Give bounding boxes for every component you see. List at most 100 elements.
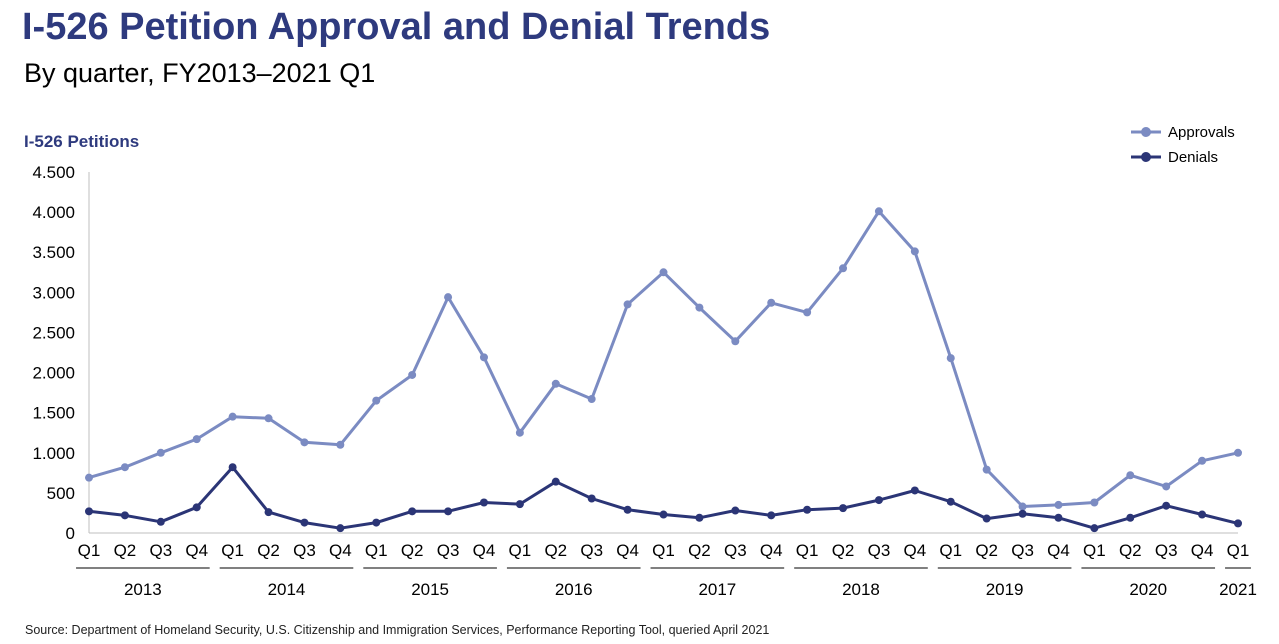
denials-point: [731, 506, 740, 515]
x-tick-label: Q4: [616, 541, 639, 560]
approvals-point: [1018, 502, 1027, 511]
x-tick-label: Q2: [688, 541, 711, 560]
denials-point: [1018, 509, 1027, 518]
year-label: 2017: [698, 580, 736, 599]
denials-point: [839, 504, 848, 513]
y-tick-label: 2.000: [32, 364, 75, 383]
chart-title: I-526 Petition Approval and Denial Trend…: [22, 6, 771, 48]
denials-point: [623, 505, 632, 514]
denials-point: [264, 508, 273, 517]
approvals-point: [156, 448, 165, 457]
denials-point: [228, 463, 237, 472]
year-label: 2019: [986, 580, 1024, 599]
approvals-point: [623, 300, 632, 309]
denials-point: [910, 486, 919, 495]
y-axis-unit-label: I-526 Petitions: [24, 132, 140, 151]
approvals-line: [88, 209, 1239, 508]
approvals-point: [264, 414, 273, 423]
denials-point: [1054, 513, 1063, 522]
approvals-point: [910, 247, 919, 256]
x-tick-label: Q4: [1191, 541, 1214, 560]
approvals-point: [372, 396, 381, 405]
approvals-point: [120, 463, 129, 472]
y-tick-label: 500: [47, 484, 75, 503]
approvals-point: [85, 473, 93, 482]
x-tick-label: Q1: [1083, 541, 1106, 560]
legend-denials-label: Denials: [1168, 149, 1218, 166]
approvals-point: [946, 354, 955, 363]
x-tick-label: Q1: [509, 541, 532, 560]
y-tick-label: 3.500: [32, 243, 75, 262]
x-tick-label: Q1: [652, 541, 675, 560]
approvals-point: [1198, 456, 1207, 465]
approvals-point: [839, 264, 848, 273]
year-label: 2020: [1129, 580, 1167, 599]
x-tick-label: Q4: [329, 541, 352, 560]
x-tick-label: Q1: [365, 541, 388, 560]
x-tick-label: Q4: [185, 541, 208, 560]
denials-point: [587, 494, 596, 503]
approvals-point: [767, 298, 776, 307]
denials-point: [300, 518, 309, 527]
legend-approvals-label: Approvals: [1168, 124, 1235, 141]
approvals-point: [551, 379, 560, 388]
approvals-point: [479, 353, 488, 362]
x-tick-label: Q3: [1011, 541, 1034, 560]
denials-point: [1198, 510, 1207, 519]
denials-point: [336, 524, 345, 533]
approvals-point: [1234, 448, 1242, 457]
approvals-point: [587, 395, 596, 404]
approvals-point: [408, 370, 417, 379]
denials-point: [659, 510, 668, 519]
x-tick-label: Q2: [975, 541, 998, 560]
approvals-point: [300, 438, 309, 447]
x-tick-label: Q4: [760, 541, 783, 560]
denials-point: [120, 511, 129, 520]
denials-point: [444, 507, 453, 516]
x-tick-label: Q2: [1119, 541, 1142, 560]
denials-point: [156, 517, 165, 526]
x-tick-label: Q1: [1227, 541, 1250, 560]
y-tick-label: 4.000: [32, 203, 75, 222]
denials-point: [551, 477, 560, 486]
x-tick-label: Q1: [796, 541, 819, 560]
source-note: Source: Department of Homeland Security,…: [25, 623, 770, 637]
denials-point: [982, 514, 991, 523]
denials-point: [408, 507, 417, 516]
x-tick-label: Q4: [904, 541, 927, 560]
approvals-point: [336, 440, 345, 449]
denials-point: [946, 497, 955, 506]
year-label: 2021: [1219, 580, 1257, 599]
y-tick-label: 1.000: [32, 444, 75, 463]
y-tick-label: 0: [66, 524, 75, 543]
denials-point: [695, 513, 704, 522]
approvals-point: [228, 412, 237, 421]
x-tick-label: Q4: [1047, 541, 1070, 560]
approvals-point: [1090, 498, 1099, 507]
approvals-point: [1162, 482, 1171, 491]
approvals-point: [695, 303, 704, 312]
legend-denials-marker: [1141, 152, 1151, 162]
denials-line: [88, 465, 1239, 530]
y-axis-ticks: 0 500 1.000 1.500 2.000 2.500 3.000 3.500 4.000 4…: [32, 163, 75, 543]
series-layer: [85, 207, 1242, 533]
x-tick-label: Q2: [544, 541, 567, 560]
year-label: 2015: [411, 580, 449, 599]
x-tick-label: Q4: [473, 541, 496, 560]
denials-point: [192, 503, 201, 512]
denials-point: [767, 511, 776, 520]
x-tick-label: Q3: [293, 541, 316, 560]
x-tick-label: Q1: [939, 541, 962, 560]
approvals-point: [1054, 500, 1063, 509]
year-label: 2013: [124, 580, 162, 599]
y-tick-label: 4.500: [32, 163, 75, 182]
denials-point: [515, 500, 524, 509]
legend: Approvals Denials: [1131, 124, 1235, 166]
y-tick-label: 3.000: [32, 283, 75, 302]
x-axis-ticks: Q1 Q2 Q3 Q4 Q1 Q2 Q3 Q4 Q1 Q2 Q3 Q4 Q1 Q2 Q3 Q4 Q1 Q2 Q3 Q4…: [76, 541, 1257, 599]
denials-point: [1162, 501, 1171, 510]
legend-approvals-marker: [1141, 127, 1151, 137]
year-label: 2018: [842, 580, 880, 599]
denials-point: [85, 507, 93, 516]
year-label: 2016: [555, 580, 593, 599]
